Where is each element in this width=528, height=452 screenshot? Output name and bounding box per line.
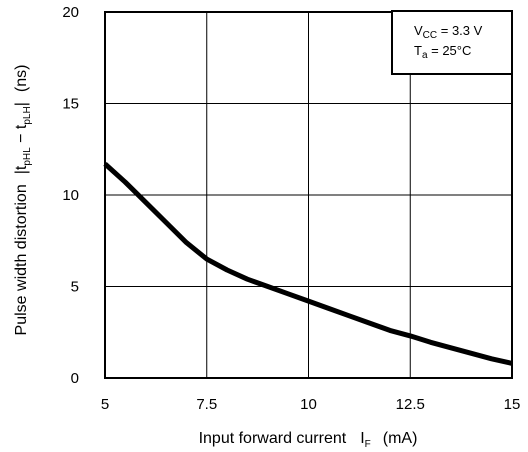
x-axis-label-symbol: I — [360, 430, 364, 447]
y-axis-label-unit: (ns) — [13, 65, 30, 93]
y-axis-label-bar-right: | — [13, 102, 30, 106]
condition-ta-value: = 25°C — [428, 43, 472, 58]
condition-ta-subscript: a — [422, 50, 428, 61]
x-axis-label-main: Input forward current — [199, 430, 347, 447]
y-axis-label-main: Pulse width distortion — [13, 184, 30, 335]
y-axis-label-minus: − t — [13, 124, 30, 147]
y-tick-label: 20 — [62, 4, 79, 21]
y-tick-label: 10 — [62, 187, 79, 204]
y-axis-label-sub2: pLH — [22, 106, 33, 124]
condition-ta: Ta = 25°C — [414, 43, 471, 61]
condition-vcc-subscript: CC — [423, 30, 437, 41]
x-tick-label: 10 — [300, 396, 317, 413]
condition-vcc: VCC = 3.3 V — [414, 23, 483, 41]
plot-frame — [104, 11, 513, 379]
condition-vcc-symbol: V — [414, 23, 423, 38]
x-axis-label: Input forward current IF (mA) — [199, 430, 418, 450]
y-tick-label: 5 — [71, 279, 79, 296]
conditions-box-frame — [391, 10, 513, 75]
x-tick-label: 7.5 — [196, 396, 217, 413]
series-line — [103, 162, 513, 366]
x-tick-label: 15 — [504, 396, 521, 413]
tick-labels: 5 7.5 10 12.5 15 0 5 10 15 20 — [62, 4, 520, 413]
y-axis-label-bar-left: |t — [13, 165, 30, 174]
y-tick-label: 15 — [62, 96, 79, 113]
series-layer — [103, 162, 513, 366]
y-tick-label: 0 — [71, 370, 79, 387]
x-axis-label-subscript: F — [365, 439, 371, 450]
y-axis-label-sub1: pHL — [22, 147, 33, 166]
x-axis-label-unit: (mA) — [383, 430, 418, 447]
condition-vcc-value: = 3.3 V — [437, 23, 482, 38]
x-tick-label: 12.5 — [396, 396, 425, 413]
condition-ta-symbol: T — [414, 43, 422, 58]
conditions-box: VCC = 3.3 V Ta = 25°C — [391, 10, 513, 75]
y-axis-label: Pulse width distortion |tpHL − tpLH| (ns) — [13, 65, 33, 336]
x-tick-label: 5 — [101, 396, 109, 413]
